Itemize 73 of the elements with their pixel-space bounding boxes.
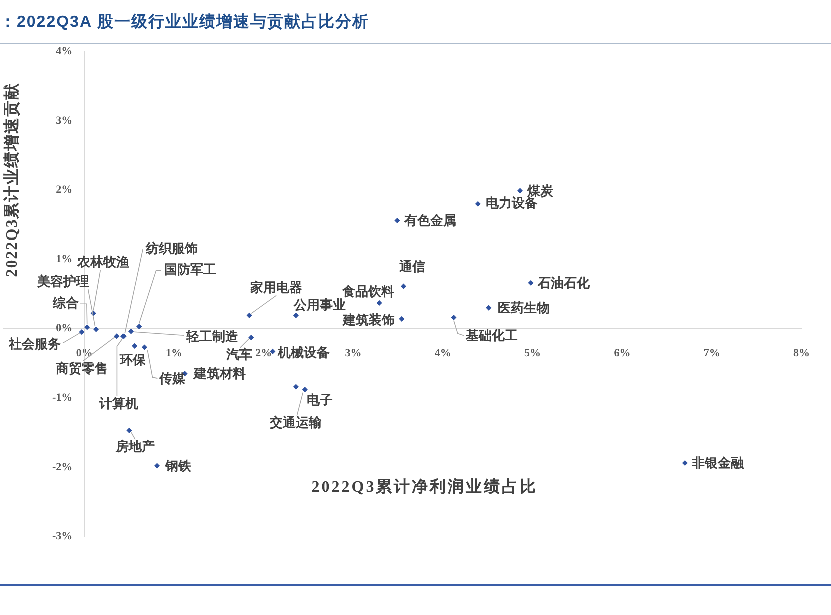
annotation: 交通运输 [269, 415, 324, 430]
annotation: 汽车 [225, 347, 252, 362]
annotation: 通信 [398, 258, 426, 274]
y-tick-label: 0% [56, 322, 73, 335]
x-tick-label: 4% [434, 347, 452, 360]
point [126, 428, 132, 434]
y-tick-label: 2% [56, 184, 73, 196]
chart-title: ：2022Q3A 股一级行业业绩增速与贡献占比分析 [0, 12, 370, 33]
annotation: 房地产 [114, 439, 155, 454]
x-tick-label: 7% [704, 347, 720, 360]
y-tick-label: -1% [52, 392, 73, 404]
point [394, 218, 400, 224]
point [293, 384, 299, 390]
x-tick-label: 8% [793, 347, 810, 360]
y-tick-label: 1% [56, 253, 73, 266]
point [128, 328, 134, 334]
point [293, 312, 299, 318]
x-tick-label: 5% [524, 347, 542, 360]
annotation: 机械设备 [276, 345, 330, 360]
point [79, 330, 85, 336]
point [246, 312, 252, 318]
point [517, 188, 524, 194]
annotation: 石油石化 [537, 275, 592, 290]
point [682, 460, 688, 466]
y-axis-title: 2022Q3累计业绩增速贡献 [3, 82, 22, 278]
point [132, 343, 138, 349]
point [84, 324, 90, 330]
annotation: 食品饮料 [342, 284, 395, 300]
annotation: 轻工制造 [185, 328, 240, 344]
x-tick-label: 0% [76, 347, 93, 360]
annotation: 综合 [52, 296, 79, 311]
y-tick-label: 4% [56, 46, 73, 58]
annotation: 国防军工 [164, 262, 216, 278]
x-tick-label: 6% [614, 347, 631, 360]
annotation: 家用电器 [250, 280, 303, 296]
y-tick-label: -2% [52, 461, 73, 474]
point [302, 387, 308, 393]
x-tick-label: 2% [256, 347, 272, 360]
point [528, 280, 534, 286]
annotation: 农林牧渔 [76, 254, 130, 270]
annotation: 建筑材料 [193, 366, 246, 382]
point [154, 463, 160, 469]
annotation: 电子 [307, 392, 334, 408]
annotation: 公用事业 [293, 298, 346, 313]
annotation: 美容护理 [36, 274, 90, 289]
y-tick-label: 3% [56, 114, 73, 127]
annotation: 传媒 [158, 370, 187, 386]
point [114, 334, 120, 340]
annotation: 纺织服饰 [145, 240, 198, 256]
annotation: 基础化工 [464, 328, 518, 344]
x-tick-label: 1% [166, 347, 183, 360]
point [400, 284, 407, 290]
point [248, 335, 254, 341]
annotation: 商贸零售 [54, 360, 108, 376]
x-tick-label: 3% [345, 347, 362, 360]
annotation: 环保 [118, 352, 147, 368]
point [399, 316, 405, 322]
y-tick-label: -3% [52, 530, 73, 543]
point [94, 326, 100, 332]
annotation: 建筑装饰 [342, 312, 395, 328]
point [376, 300, 382, 306]
point [475, 201, 481, 207]
x-axis-title: 2022Q3累计净利润业绩占比 [312, 478, 538, 496]
annotation: 有色金属 [403, 213, 456, 228]
annotation: 钢铁 [164, 458, 192, 474]
point [486, 305, 492, 311]
point [451, 314, 457, 321]
annotation: 社会服务 [8, 336, 61, 352]
point [136, 324, 142, 330]
annotation: 计算机 [98, 396, 139, 411]
annotation: 医药生物 [498, 300, 550, 316]
annotation: 非银金融 [691, 456, 746, 471]
point [142, 344, 148, 350]
